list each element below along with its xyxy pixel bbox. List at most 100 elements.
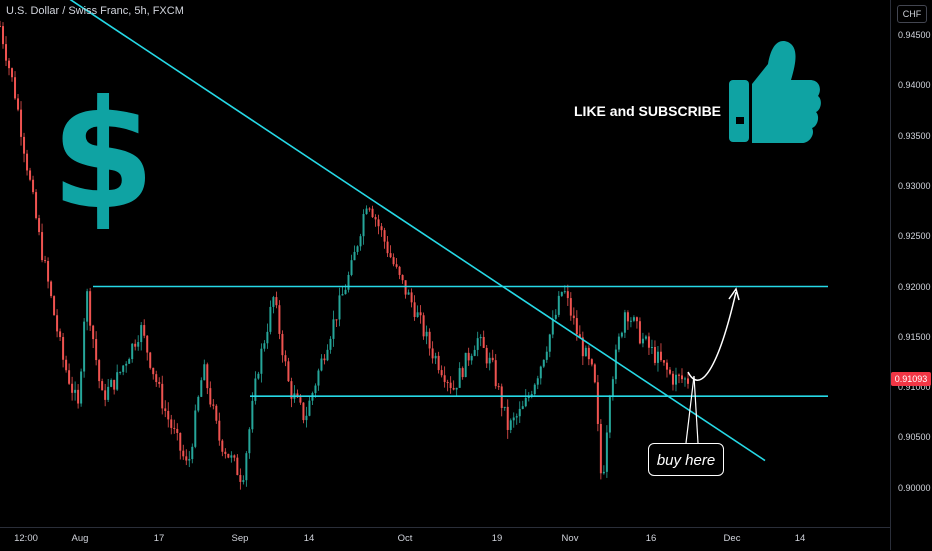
candle-body <box>155 374 158 383</box>
candle-body <box>149 352 152 368</box>
candle-body <box>29 170 32 180</box>
candle-body <box>593 364 596 383</box>
candle-body <box>687 378 689 384</box>
candle-body <box>32 179 35 193</box>
candle-body <box>644 336 647 339</box>
candle-body <box>218 420 221 441</box>
candle-body <box>365 208 368 215</box>
candle-body <box>209 388 212 405</box>
dollar-icon: $ <box>51 69 155 243</box>
candle-body <box>164 408 167 411</box>
candle-body <box>662 360 665 363</box>
candle-body <box>554 314 557 319</box>
candle-body <box>281 333 284 356</box>
candle-body <box>107 386 110 400</box>
candle-body <box>137 342 140 347</box>
candle-body <box>476 338 479 350</box>
candle-body <box>620 332 623 337</box>
price-tick: 0.92000 <box>898 281 931 292</box>
candle-body <box>344 289 347 295</box>
candle-body <box>110 379 113 387</box>
candle-body <box>464 352 467 378</box>
price-axis[interactable] <box>890 0 932 550</box>
candle-body <box>257 373 260 379</box>
candle-body <box>239 475 242 482</box>
candle-body <box>500 386 503 408</box>
trend-line[interactable] <box>60 0 766 462</box>
candle-body <box>275 297 278 306</box>
candle-body <box>506 406 509 430</box>
candle-body <box>230 455 233 458</box>
candle-body <box>551 318 554 335</box>
candle-body <box>584 347 587 357</box>
candle-body <box>140 325 143 343</box>
candle-body <box>44 260 47 262</box>
candle-body <box>572 315 575 319</box>
candle-body <box>641 338 644 344</box>
candle-body <box>92 325 95 340</box>
candle-body <box>449 382 452 389</box>
candle-body <box>59 331 62 338</box>
candle-body <box>509 420 512 430</box>
candle-body <box>671 373 674 385</box>
price-tick: 0.91500 <box>898 331 931 342</box>
price-tick: 0.90500 <box>898 432 931 443</box>
candle-body <box>512 417 515 421</box>
candle-body <box>383 230 386 242</box>
candle-body <box>47 260 50 282</box>
candle-body <box>581 337 584 357</box>
candle-body <box>488 357 491 364</box>
time-axis[interactable] <box>0 527 890 551</box>
candle-body <box>299 397 302 403</box>
candle-body <box>590 359 593 365</box>
candle-body <box>479 336 482 339</box>
candle-body <box>440 370 443 376</box>
candle-body <box>467 352 470 361</box>
candle-body <box>608 396 611 433</box>
candle-body <box>308 400 311 416</box>
candle-body <box>305 415 308 421</box>
candle-body <box>86 291 89 322</box>
candle-body <box>392 257 395 265</box>
candle-body <box>254 378 257 401</box>
currency-badge[interactable]: CHF <box>897 5 927 23</box>
candle-body <box>23 136 26 154</box>
candle-body <box>404 280 407 295</box>
time-tick: Oct <box>397 533 413 544</box>
time-tick: 16 <box>645 533 657 544</box>
candle-body <box>128 359 131 364</box>
candle-body <box>419 312 422 316</box>
candle-body <box>371 208 374 218</box>
candle-body <box>491 357 494 361</box>
price-tick: 0.94500 <box>898 30 931 40</box>
price-tick: 0.91000 <box>898 382 931 393</box>
price-chart[interactable]: $ <box>0 0 890 527</box>
candle-body <box>569 298 572 316</box>
candle-body <box>320 358 323 371</box>
time-tick: 17 <box>153 533 165 544</box>
candle-body <box>398 266 401 275</box>
candle-body <box>278 305 281 334</box>
candle-body <box>425 331 428 337</box>
candle-body <box>536 378 539 385</box>
candle-body <box>185 456 188 461</box>
candle-body <box>617 336 620 350</box>
candle-body <box>74 389 77 393</box>
candle-body <box>545 351 548 360</box>
candle-body <box>158 382 161 384</box>
candle-body <box>179 432 182 451</box>
candle-body <box>170 419 173 428</box>
candle-body <box>665 362 668 370</box>
candle-body <box>224 451 227 454</box>
candle-body <box>503 406 506 408</box>
callout-line <box>693 375 699 444</box>
candle-body <box>203 364 206 381</box>
candle-body <box>602 471 605 474</box>
candle-body <box>443 375 446 382</box>
candle-body <box>350 260 353 275</box>
candle-body <box>65 359 68 371</box>
projection-arrow[interactable] <box>687 291 737 381</box>
candle-body <box>50 281 53 297</box>
candle-body <box>539 366 542 379</box>
candle-body <box>122 365 125 372</box>
